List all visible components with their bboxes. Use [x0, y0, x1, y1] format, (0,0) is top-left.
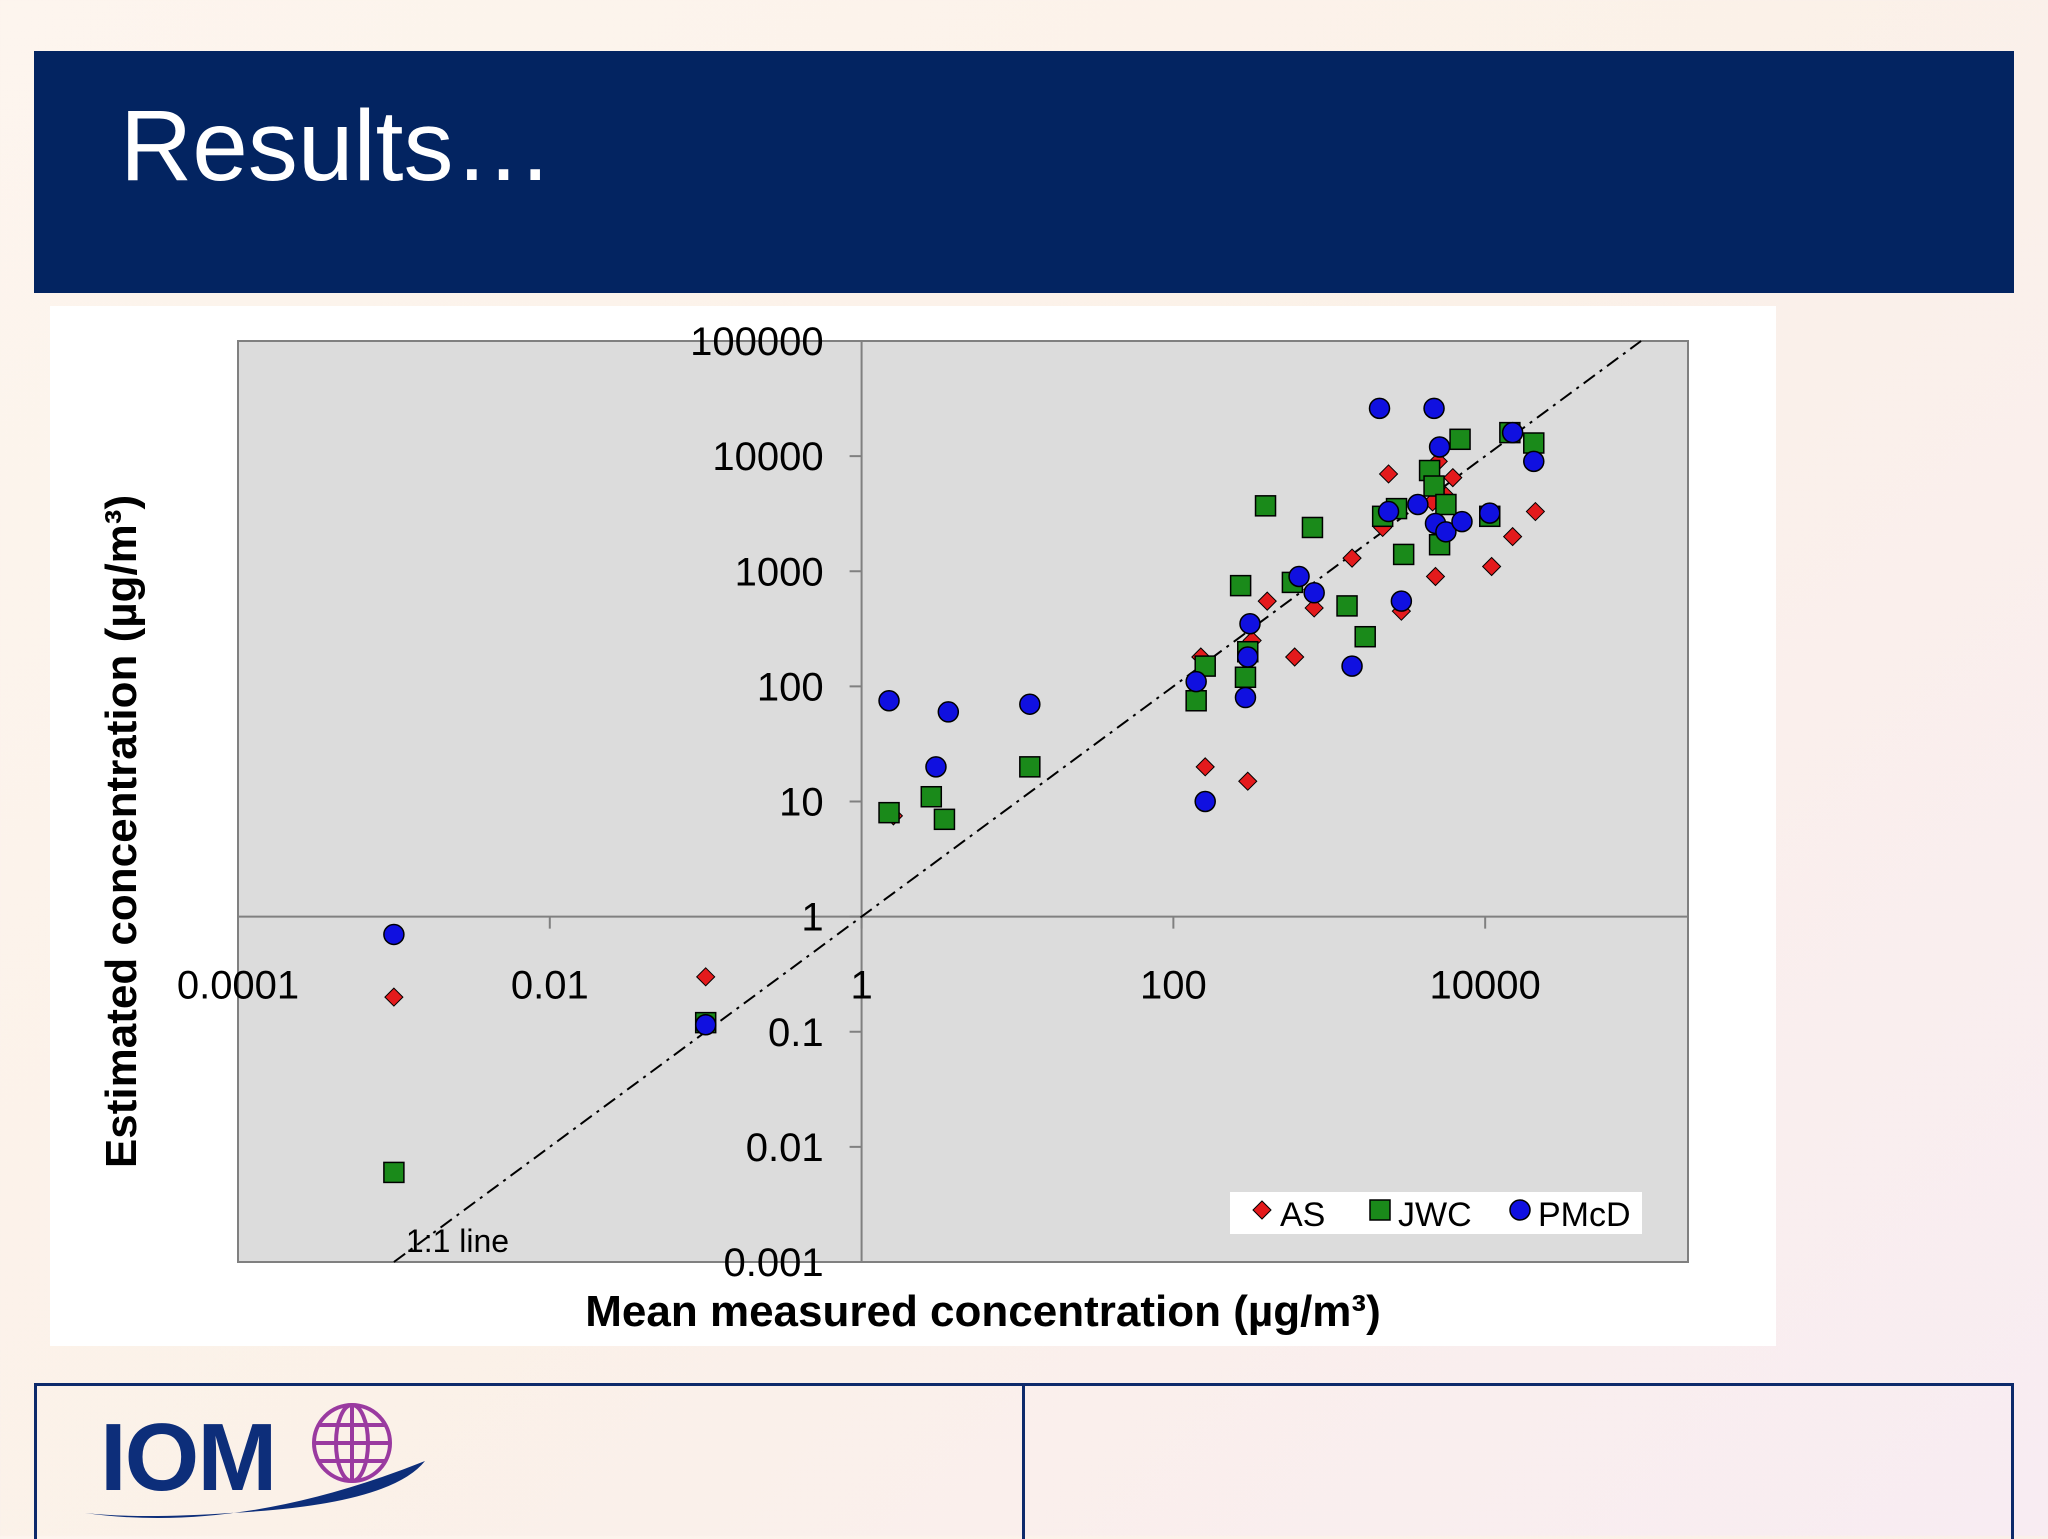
data-point-as — [1443, 467, 1463, 488]
one-to-one-line — [393, 340, 1642, 1263]
y-tick-label: 1 — [801, 896, 823, 940]
data-point-pmcd — [383, 923, 405, 946]
logo-text: IOM — [100, 1404, 277, 1511]
y-tick-label: 0.1 — [768, 1011, 824, 1055]
data-point-pmcd — [1194, 790, 1216, 813]
data-point-pmcd — [1019, 693, 1041, 715]
data-point-pmcd — [1479, 502, 1501, 524]
data-point-pmcd — [1303, 582, 1325, 604]
x-tick-label: 0.0001 — [177, 964, 299, 1008]
data-point-pmcd — [1234, 686, 1257, 709]
data-point-jwc — [1229, 574, 1252, 597]
data-point-pmcd — [1390, 590, 1413, 612]
plot-area — [237, 340, 1689, 1263]
data-point-pmcd — [1523, 450, 1545, 473]
y-tick-label: 10 — [779, 781, 824, 825]
scatter-chart: 0.0001 0.01 1 100 10000 0.001 0.01 0.1 1 10 100 100… — [97, 320, 1689, 1336]
data-point-as — [695, 967, 716, 987]
y-tick-label: 1000 — [735, 550, 824, 594]
data-point-pmcd — [1185, 670, 1207, 693]
data-point-as — [1425, 566, 1446, 587]
data-point-jwc — [1392, 543, 1415, 566]
x-tick-label: 10000 — [1430, 964, 1541, 1008]
logo-swoosh-icon — [85, 1403, 425, 1519]
data-point-as — [1502, 526, 1523, 547]
data-point-pmcd — [1407, 493, 1429, 516]
data-point-pmcd — [1423, 397, 1445, 420]
data-point-jwc — [878, 801, 900, 824]
legend-marker-pmcd — [1509, 1199, 1531, 1221]
x-tick-label: 100 — [1140, 964, 1207, 1008]
data-point-pmcd — [1368, 397, 1391, 420]
x-tick-label: 0.01 — [511, 964, 589, 1008]
data-point-pmcd — [1288, 565, 1310, 588]
data-point-pmcd — [1341, 655, 1363, 677]
footer-divider-right — [2011, 1386, 2014, 1539]
y-tick-label: 100 — [757, 665, 824, 709]
data-point-pmcd — [1237, 646, 1259, 668]
y-tick-label: 0.01 — [746, 1126, 824, 1170]
data-point-as — [1378, 464, 1399, 484]
y-tick-label: 100000 — [690, 320, 823, 364]
x-tick-label: 1 — [850, 964, 872, 1008]
legend-label-as: AS — [1280, 1196, 1325, 1234]
data-point-jwc — [1019, 756, 1041, 778]
data-point-jwc — [1354, 625, 1376, 648]
title-bar: Results… — [34, 51, 2014, 293]
legend — [1230, 1192, 1642, 1234]
data-point-pmcd — [1428, 436, 1451, 458]
data-point-jwc — [1336, 595, 1358, 617]
legend-label-jwc: JWC — [1398, 1196, 1472, 1234]
data-point-as — [1525, 501, 1546, 522]
data-point-pmcd — [694, 1014, 717, 1036]
y-axis-label: Estimated concentration (µg/m³) — [97, 495, 146, 1168]
data-point-jwc — [1523, 432, 1545, 454]
x-axis-label: Mean measured concentration (µg/m³) — [585, 1287, 1380, 1336]
slide-title: Results… — [120, 90, 554, 202]
data-point-pmcd — [925, 756, 947, 778]
data-point-jwc — [1449, 428, 1471, 451]
footer-divider-middle — [1022, 1386, 1025, 1539]
y-tick-label: 10000 — [712, 435, 823, 479]
legend-marker-as — [1252, 1200, 1272, 1220]
data-point-as — [1304, 598, 1324, 618]
data-point-as — [1342, 548, 1362, 568]
data-point-as — [1238, 771, 1258, 791]
data-point-pmcd — [878, 690, 900, 712]
data-point-pmcd — [1501, 421, 1524, 444]
legend-label-pmcd: PMcD — [1538, 1196, 1631, 1234]
y-tick-label: 0.001 — [723, 1241, 823, 1285]
data-point-as — [384, 987, 404, 1007]
data-point-as — [1195, 757, 1215, 777]
data-point-pmcd — [1435, 521, 1457, 543]
data-point-pmcd — [937, 701, 960, 723]
data-point-jwc — [1435, 493, 1457, 516]
data-point-as — [1257, 591, 1277, 611]
data-point-jwc — [1234, 666, 1257, 689]
legend-marker-jwc — [1369, 1199, 1391, 1221]
chart-panel: 0.0001 0.01 1 100 10000 0.001 0.01 0.1 1 10 100 100… — [50, 306, 1776, 1346]
data-point-jwc — [1185, 690, 1207, 712]
iom-logo: IOM — [80, 1395, 440, 1525]
data-point-pmcd — [1239, 612, 1261, 635]
data-point-pmcd — [1451, 510, 1473, 533]
data-point-jwc — [920, 785, 943, 808]
footer-frame — [34, 1383, 2014, 1539]
data-point-jwc — [1254, 495, 1277, 517]
one-to-one-line-label: 1:1 line — [406, 1223, 509, 1259]
data-point-jwc — [1423, 475, 1445, 497]
data-point-jwc — [1301, 516, 1324, 539]
data-point-as — [1481, 556, 1502, 577]
data-point-as — [1284, 647, 1305, 667]
data-point-jwc — [933, 808, 956, 831]
footer-divider-left — [34, 1386, 37, 1539]
data-point-pmcd — [1377, 500, 1400, 523]
data-point-jwc — [383, 1161, 405, 1184]
